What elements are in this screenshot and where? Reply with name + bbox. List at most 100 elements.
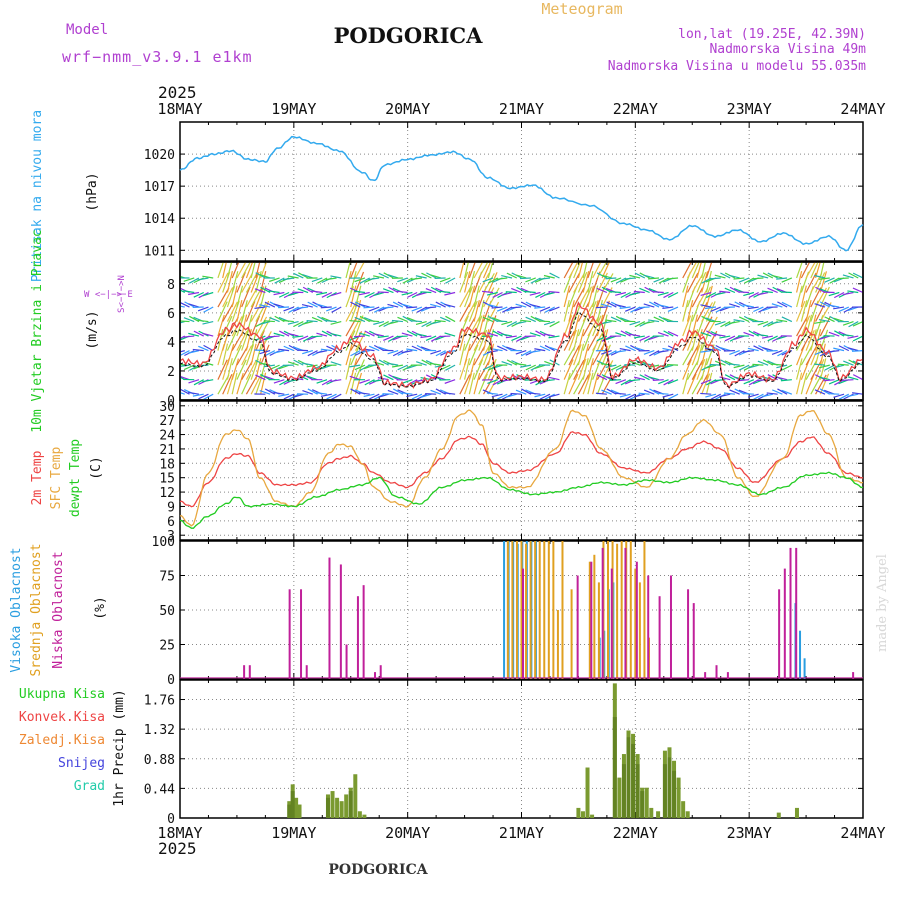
- wind-arrow: [771, 274, 783, 279]
- wind-arrow: [501, 291, 513, 296]
- wind-arrow: [714, 333, 726, 337]
- wind-arrow: [814, 320, 826, 324]
- wind-arrow: [619, 306, 631, 309]
- wind-arrow: [748, 330, 759, 337]
- wind-arrow: [486, 392, 498, 395]
- wind-arrow: [834, 379, 845, 386]
- wind-arrow: [596, 374, 608, 381]
- wind-arrow: [378, 321, 389, 328]
- wind-arrow: [700, 379, 712, 385]
- wind-arrow: [614, 304, 626, 308]
- wind-arrow: [226, 358, 233, 380]
- wind-arrow: [691, 374, 704, 395]
- wind-arrow: [796, 270, 803, 293]
- wind-arrow: [834, 291, 845, 299]
- wind-arrow: [629, 379, 641, 382]
- wind-arrow: [662, 364, 674, 369]
- wind-arrow: [781, 277, 793, 283]
- wind-arrow: [274, 315, 285, 323]
- wind-arrow: [491, 306, 503, 309]
- wind-arrow: [614, 392, 626, 395]
- wind-arrow: [331, 306, 342, 313]
- wind-arrow: [828, 350, 840, 353]
- cloud-bar: [593, 554, 596, 679]
- wind-arrow: [696, 287, 709, 308]
- wind-arrow: [582, 271, 590, 293]
- wind-arrow: [236, 359, 247, 380]
- wind-arrow: [444, 379, 456, 384]
- cloud-bar: [511, 541, 514, 679]
- wind-arrow: [202, 332, 214, 337]
- wind-arrow: [577, 262, 584, 279]
- x-tick-label-top: 18MAY: [157, 100, 202, 118]
- y-tick-label: 6: [167, 515, 175, 530]
- wind-arrow: [368, 306, 380, 312]
- wind-arrow: [396, 335, 408, 338]
- wind-arrow: [582, 316, 595, 337]
- wind-arrow: [548, 335, 560, 339]
- wind-arrow: [601, 273, 614, 293]
- wind-arrow: [197, 277, 209, 281]
- wind-arrow: [639, 287, 650, 294]
- wind-arrow: [667, 306, 679, 312]
- wind-arrow: [842, 334, 854, 337]
- precip-bar: [580, 811, 585, 818]
- wind-arrow: [649, 350, 660, 357]
- wind-arrow: [851, 350, 863, 352]
- cloud-bar: [601, 547, 604, 679]
- wind-arrow: [814, 274, 826, 279]
- wind-arrow: [610, 364, 622, 371]
- x-tick-label-bottom: 24MAY: [840, 824, 885, 842]
- wind-arrow: [202, 379, 214, 383]
- wind-arrow: [653, 277, 665, 283]
- wind-arrow: [264, 388, 276, 395]
- wind-arrow: [491, 348, 503, 352]
- wind-arrow: [392, 388, 404, 395]
- wind-arrow: [415, 291, 427, 297]
- wind-arrow: [800, 331, 813, 351]
- cloud-axis-title: Visoka Oblacnost Srednja Oblacnost Niska O…: [9, 543, 108, 676]
- wind-arrow: [505, 393, 517, 398]
- wind-arrow: [297, 349, 309, 352]
- wind-arrow: [568, 345, 580, 366]
- wind-arrow: [696, 358, 706, 380]
- wind-arrow: [420, 291, 432, 294]
- precip-bar: [330, 791, 335, 818]
- wind-arrow: [416, 361, 427, 366]
- wind-arrow: [468, 262, 476, 279]
- wind-arrow: [425, 288, 437, 294]
- wind-arrow: [729, 286, 740, 294]
- wind-arrow: [373, 320, 385, 325]
- model-elevation-label: Nadmorska Visina u modelu 55.035m: [608, 59, 866, 74]
- wind-arrow: [444, 332, 456, 337]
- wind-arrow: [321, 291, 333, 298]
- wind-arrow: [630, 306, 641, 313]
- wind-arrow: [814, 389, 826, 395]
- cloud-bar: [374, 672, 377, 679]
- wind-arrow: [364, 379, 375, 386]
- wind-arrow: [701, 286, 711, 308]
- wind-arrow: [818, 277, 830, 280]
- wind-arrow: [525, 316, 536, 323]
- wind-arrow: [810, 374, 822, 395]
- wind-arrow: [297, 288, 309, 294]
- y-tick-label: 30: [159, 400, 175, 415]
- wind-arrow: [377, 393, 389, 398]
- wind-arrow: [814, 303, 826, 308]
- wind-arrow: [539, 306, 551, 312]
- wind-arrow: [548, 290, 560, 294]
- wind-arrow: [582, 343, 590, 366]
- precip-bar: [676, 777, 681, 818]
- y-tick-label: 15: [159, 472, 175, 487]
- wind-arrow: [615, 379, 627, 385]
- wind-arrow: [524, 290, 536, 294]
- wind-arrow: [411, 306, 423, 312]
- wind-arrow: [833, 347, 845, 352]
- wind-arrow: [259, 273, 271, 279]
- wind-arrow: [245, 314, 253, 337]
- wind-arrow: [605, 277, 617, 280]
- wind-arrow: [268, 335, 280, 338]
- wind-arrow: [515, 303, 527, 308]
- wind-arrow: [439, 277, 451, 283]
- wind-arrow: [747, 393, 759, 398]
